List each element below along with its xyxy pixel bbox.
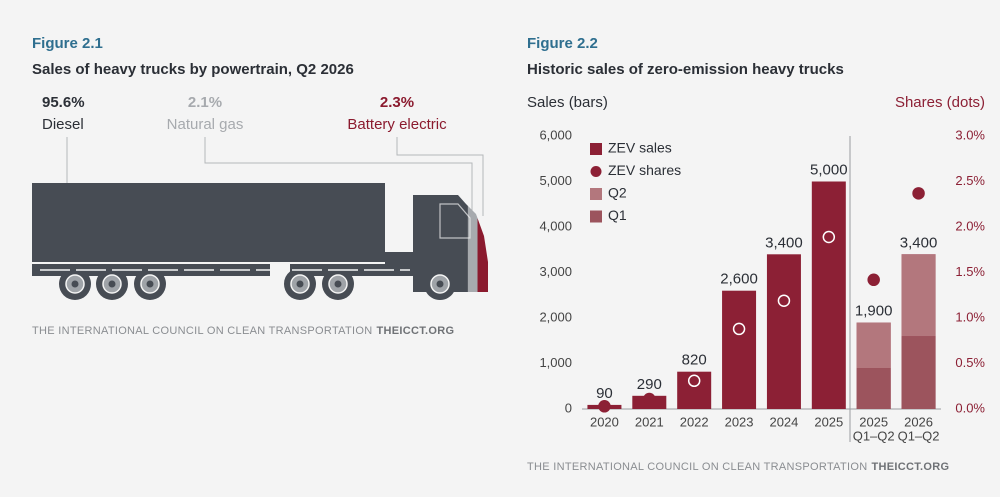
truck-details bbox=[32, 203, 471, 294]
bar bbox=[811, 181, 846, 409]
y-axis-title: Sales (bars) bbox=[527, 94, 608, 111]
value-label: 3,400 bbox=[900, 234, 938, 251]
y2-tick-label: 1.5% bbox=[955, 264, 985, 279]
source-text: THE INTERNATIONAL COUNCIL ON CLEAN TRANS… bbox=[32, 325, 372, 337]
share-dot bbox=[598, 400, 611, 413]
y2-tick-label: 2.0% bbox=[955, 218, 985, 233]
value-label: 820 bbox=[682, 352, 707, 369]
bar bbox=[677, 371, 712, 409]
share-label: 95.6% bbox=[42, 94, 85, 111]
y-tick-label: 1,000 bbox=[539, 355, 572, 370]
y-tick-label: 3,000 bbox=[539, 264, 572, 279]
y2-tick-label: 3.0% bbox=[955, 127, 985, 142]
y2-tick-label: 0.0% bbox=[955, 400, 985, 415]
share-dot bbox=[822, 230, 836, 244]
bar bbox=[766, 254, 801, 409]
x-tick-label: 2020 bbox=[590, 414, 619, 429]
y2-tick-label: 2.5% bbox=[955, 173, 985, 188]
value-label: 290 bbox=[637, 376, 662, 393]
source-url: THEICCT.ORG bbox=[871, 461, 949, 473]
legend-marker bbox=[590, 143, 602, 155]
legend-label: Q2 bbox=[608, 185, 627, 201]
x-tick-label: 2022 bbox=[680, 414, 709, 429]
figure-label: Figure 2.1 bbox=[32, 35, 103, 52]
x-tick-label: Q1–Q2 bbox=[898, 428, 940, 443]
x-tick-label: 2025 bbox=[859, 414, 888, 429]
value-label: 1,900 bbox=[855, 303, 893, 320]
share-dot bbox=[643, 392, 656, 406]
share-dot bbox=[687, 374, 701, 388]
legend-label: Q1 bbox=[608, 207, 627, 223]
leader-line bbox=[204, 137, 473, 212]
x-tick-label: 2024 bbox=[769, 414, 798, 429]
y-tick-label: 5,000 bbox=[539, 173, 572, 188]
y-tick-label: 0 bbox=[565, 400, 572, 415]
category-label: Natural gas bbox=[167, 116, 244, 133]
chart-title: Sales of heavy trucks by powertrain, Q2 … bbox=[32, 61, 354, 78]
legend-label: ZEV sales bbox=[608, 140, 672, 156]
x-tick-label: 2025 bbox=[814, 414, 843, 429]
figure-label: Figure 2.2 bbox=[527, 35, 598, 52]
legend-marker bbox=[590, 188, 602, 200]
source: THE INTERNATIONAL COUNCIL ON CLEAN TRANS… bbox=[527, 461, 949, 473]
value-label: 2,600 bbox=[720, 271, 758, 288]
source: THE INTERNATIONAL COUNCIL ON CLEAN TRANS… bbox=[32, 325, 454, 337]
share-segment bbox=[477, 183, 488, 300]
y-tick-label: 6,000 bbox=[539, 127, 572, 142]
share-label: 2.1% bbox=[188, 94, 222, 111]
value-label: 3,400 bbox=[765, 234, 803, 251]
stacked-bar bbox=[901, 254, 936, 337]
stacked-bar bbox=[901, 336, 936, 409]
y-tick-label: 4,000 bbox=[539, 218, 572, 233]
x-tick-label: 2023 bbox=[725, 414, 754, 429]
share-dot bbox=[912, 187, 925, 200]
x-tick-label: 2021 bbox=[635, 414, 664, 429]
value-label: 90 bbox=[596, 385, 613, 402]
source-url: THEICCT.ORG bbox=[376, 325, 454, 337]
y2-tick-label: 0.5% bbox=[955, 355, 985, 370]
legend-marker bbox=[590, 166, 602, 177]
share-segment bbox=[467, 183, 478, 300]
share-dot bbox=[777, 294, 791, 307]
leader-line bbox=[396, 137, 484, 216]
y-tick-label: 2,000 bbox=[539, 309, 572, 324]
bar bbox=[722, 290, 757, 409]
category-label: Diesel bbox=[42, 116, 84, 133]
stacked-bar bbox=[856, 368, 891, 409]
legend-marker bbox=[590, 210, 602, 223]
value-label: 5,000 bbox=[810, 161, 848, 178]
share-dot bbox=[867, 273, 880, 287]
share-dot bbox=[732, 322, 746, 336]
x-tick-label: 2026 bbox=[904, 414, 933, 429]
category-label: Battery electric bbox=[347, 116, 447, 133]
y2-tick-label: 1.0% bbox=[955, 309, 985, 324]
x-tick-label: Q1–Q2 bbox=[853, 428, 895, 443]
y2-axis-title: Shares (dots) bbox=[895, 94, 985, 111]
source-text: THE INTERNATIONAL COUNCIL ON CLEAN TRANS… bbox=[527, 461, 867, 473]
chart-title: Historic sales of zero-emission heavy tr… bbox=[527, 61, 844, 78]
share-label: 2.3% bbox=[380, 94, 414, 111]
stacked-bar bbox=[856, 322, 891, 369]
legend-label: ZEV shares bbox=[608, 162, 681, 178]
